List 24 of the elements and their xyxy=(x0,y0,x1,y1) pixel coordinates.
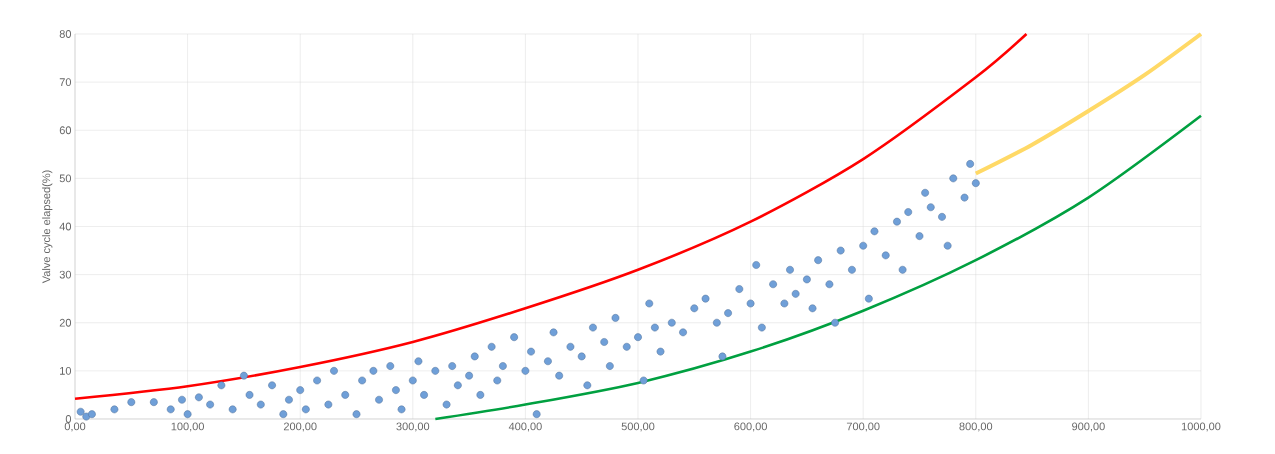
x-tick-label: 0,00 xyxy=(64,422,86,432)
x-tick-label: 400,00 xyxy=(508,422,542,432)
x-tick-label: 800,00 xyxy=(959,422,993,432)
y-tick-label: 30 xyxy=(59,270,72,279)
x-tick-label: 500,00 xyxy=(621,422,655,432)
y-axis-title: Valve cycle elapsed(%) xyxy=(42,170,53,284)
y-tick-label: 40 xyxy=(59,222,72,231)
y-tick-label: 50 xyxy=(59,174,72,183)
x-tick-label: 600,00 xyxy=(734,422,767,432)
y-tick-label: 70 xyxy=(59,78,72,87)
y-tick-label: 0 xyxy=(65,415,72,423)
y-tick-label: 80 xyxy=(59,30,72,38)
y-tick-label: 60 xyxy=(59,126,72,135)
y-tick-label: 10 xyxy=(60,366,72,375)
x-tick-label: 100,00 xyxy=(171,422,204,432)
y-tick-label: 20 xyxy=(59,318,72,327)
line-series xyxy=(73,32,1028,401)
x-tick-label: 1000,00 xyxy=(1181,422,1221,432)
x-tick-label: 900,00 xyxy=(1072,422,1105,432)
line-series xyxy=(434,114,1203,421)
x-tick-label: 200,00 xyxy=(283,422,317,432)
x-tick-label: 300,00 xyxy=(396,422,430,432)
line-series xyxy=(973,31,1203,176)
x-tick-label: 700,00 xyxy=(846,422,880,432)
